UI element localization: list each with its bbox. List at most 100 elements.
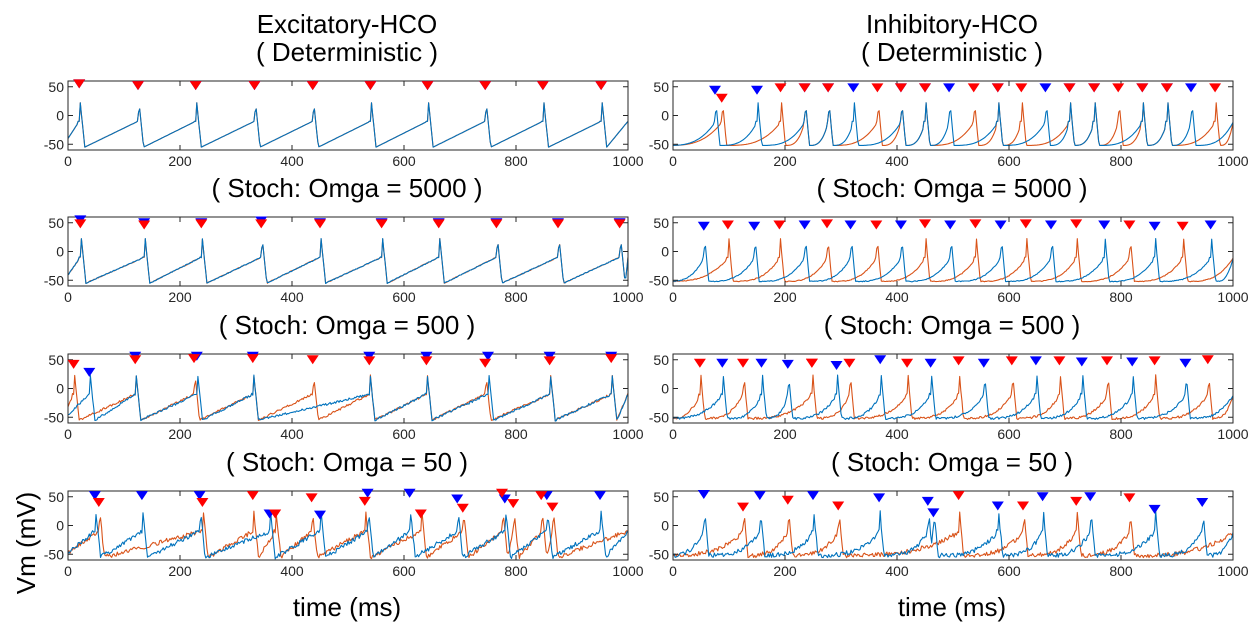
x-tick-label: 0 [64, 563, 72, 579]
spike-marker-2 [613, 219, 626, 229]
y-tick-label: 0 [661, 244, 669, 260]
spike-marker-2 [1005, 356, 1018, 366]
spike-marker-1 [781, 359, 794, 369]
spike-marker-1 [594, 491, 606, 501]
x-tick-label: 1000 [612, 426, 643, 442]
x-tick-label: 600 [997, 563, 1021, 579]
spike-marker-2 [1017, 501, 1029, 511]
spike-marker-1 [83, 367, 96, 377]
y-tick-label: 50 [653, 489, 669, 505]
spike-marker-2 [375, 219, 388, 229]
spike-marker-1 [873, 493, 886, 503]
voltage-trace-1 [673, 238, 1233, 283]
spike-marker-1 [944, 220, 957, 230]
spike-marker-2 [919, 83, 931, 93]
panel-1-2: ( Stoch: Omga = 500 ) 0 200 400 600 800 1000 50… [649, 310, 1249, 442]
y-tick-label: 0 [661, 518, 669, 534]
trace-group [673, 510, 1233, 559]
x-tick-label: 400 [280, 153, 304, 169]
x-tick-label: 600 [392, 153, 416, 169]
voltage-trace-2 [68, 374, 628, 422]
panel-0-1: ( Stoch: Omga = 5000 ) 0 200 400 600 800 1000 5… [44, 173, 644, 305]
column-header-inhibitory: Inhibitory-HCO [866, 9, 1038, 39]
x-tick-label: 800 [504, 426, 528, 442]
spike-marker-2 [1063, 83, 1076, 93]
spike-marker-2 [843, 358, 856, 368]
spike-marker-1 [697, 489, 710, 499]
trace-group [673, 237, 1233, 283]
x-tick-label: 600 [997, 289, 1021, 305]
y-tick-label: -50 [44, 136, 64, 152]
spike-marker-2 [306, 81, 319, 91]
panel-title: ( Stoch: Omga = 500 ) [219, 310, 476, 340]
spike-marker-1 [807, 491, 819, 501]
y-tick-label: -50 [649, 546, 669, 562]
spike-marker-1 [994, 220, 1007, 230]
spike-marker-2 [1070, 496, 1083, 506]
y-tick-label: 0 [661, 108, 669, 124]
spike-marker-2 [822, 83, 835, 93]
spike-marker-2 [1123, 220, 1136, 230]
spike-marker-1 [451, 494, 464, 504]
y-tick-label: 50 [48, 489, 64, 505]
y-tick-label: 50 [653, 352, 669, 368]
spike-marker-1 [847, 83, 860, 93]
x-tick-label: 1000 [612, 563, 643, 579]
spike-marker-2 [248, 81, 261, 91]
y-tick-label: 0 [56, 381, 64, 397]
spike-marker-2 [967, 83, 980, 93]
panel-1-1: ( Stoch: Omga = 5000 ) 0 200 400 600 800 1000 5… [649, 173, 1249, 305]
y-tick-label: -50 [649, 409, 669, 425]
spike-marker-2 [456, 503, 469, 513]
spike-marker-2 [1160, 83, 1173, 93]
x-tick-label: 200 [773, 426, 797, 442]
panel-1-3: ( Stoch: Omga = 50 ) 0 200 400 600 800 1000 50 0… [649, 447, 1249, 579]
spike-marker-1 [943, 83, 956, 93]
spike-marker-1 [1039, 83, 1052, 93]
x-tick-label: 200 [773, 289, 797, 305]
spike-marker-2 [132, 81, 144, 91]
spike-marker-2 [195, 219, 208, 229]
spike-marker-2 [67, 359, 80, 369]
voltage-trace-1 [673, 374, 1233, 421]
spike-marker-2 [358, 496, 371, 506]
spike-marker-1 [830, 361, 843, 370]
spike-marker-1 [894, 220, 907, 230]
spike-marker-1 [755, 358, 768, 368]
spike-marker-2 [314, 219, 326, 229]
x-tick-label: 400 [885, 426, 909, 442]
trace-group [673, 102, 1233, 146]
panel-title: ( Stoch: Omga = 5000 ) [817, 173, 1088, 203]
spike-marker-1 [798, 220, 811, 230]
spike-marker-1 [748, 221, 761, 231]
panel-title: ( Deterministic ) [256, 37, 438, 67]
x-axis-label-right: time (ms) [898, 592, 1006, 622]
spike-marker-1 [482, 351, 494, 361]
spike-marker-1 [88, 491, 101, 501]
spike-marker-2 [737, 502, 749, 512]
spike-marker-1 [924, 358, 937, 368]
spike-marker-1 [361, 488, 374, 498]
trace-group [673, 374, 1233, 421]
spike-marker-2 [269, 509, 282, 519]
spike-marker-1 [753, 491, 766, 501]
voltage-trace-1 [673, 510, 1233, 559]
x-tick-label: 600 [997, 426, 1021, 442]
panel-title: ( Stoch: Omga = 500 ) [824, 310, 1081, 340]
panel-title: ( Stoch: Omga = 5000 ) [212, 173, 483, 203]
x-axis-label-left: time (ms) [293, 592, 401, 622]
spike-marker-2 [535, 491, 548, 501]
voltage-trace-2 [68, 510, 628, 560]
x-tick-label: 400 [280, 563, 304, 579]
spike-marker-1 [751, 85, 763, 95]
x-tick-label: 400 [280, 289, 304, 305]
spike-marker-1 [1148, 504, 1161, 514]
spike-marker-2 [414, 509, 427, 519]
x-tick-label: 800 [504, 153, 528, 169]
spike-marker-1 [314, 510, 326, 520]
spike-marker-2 [363, 356, 376, 366]
x-tick-label: 1000 [1217, 289, 1248, 305]
spike-marker-2 [479, 358, 492, 368]
